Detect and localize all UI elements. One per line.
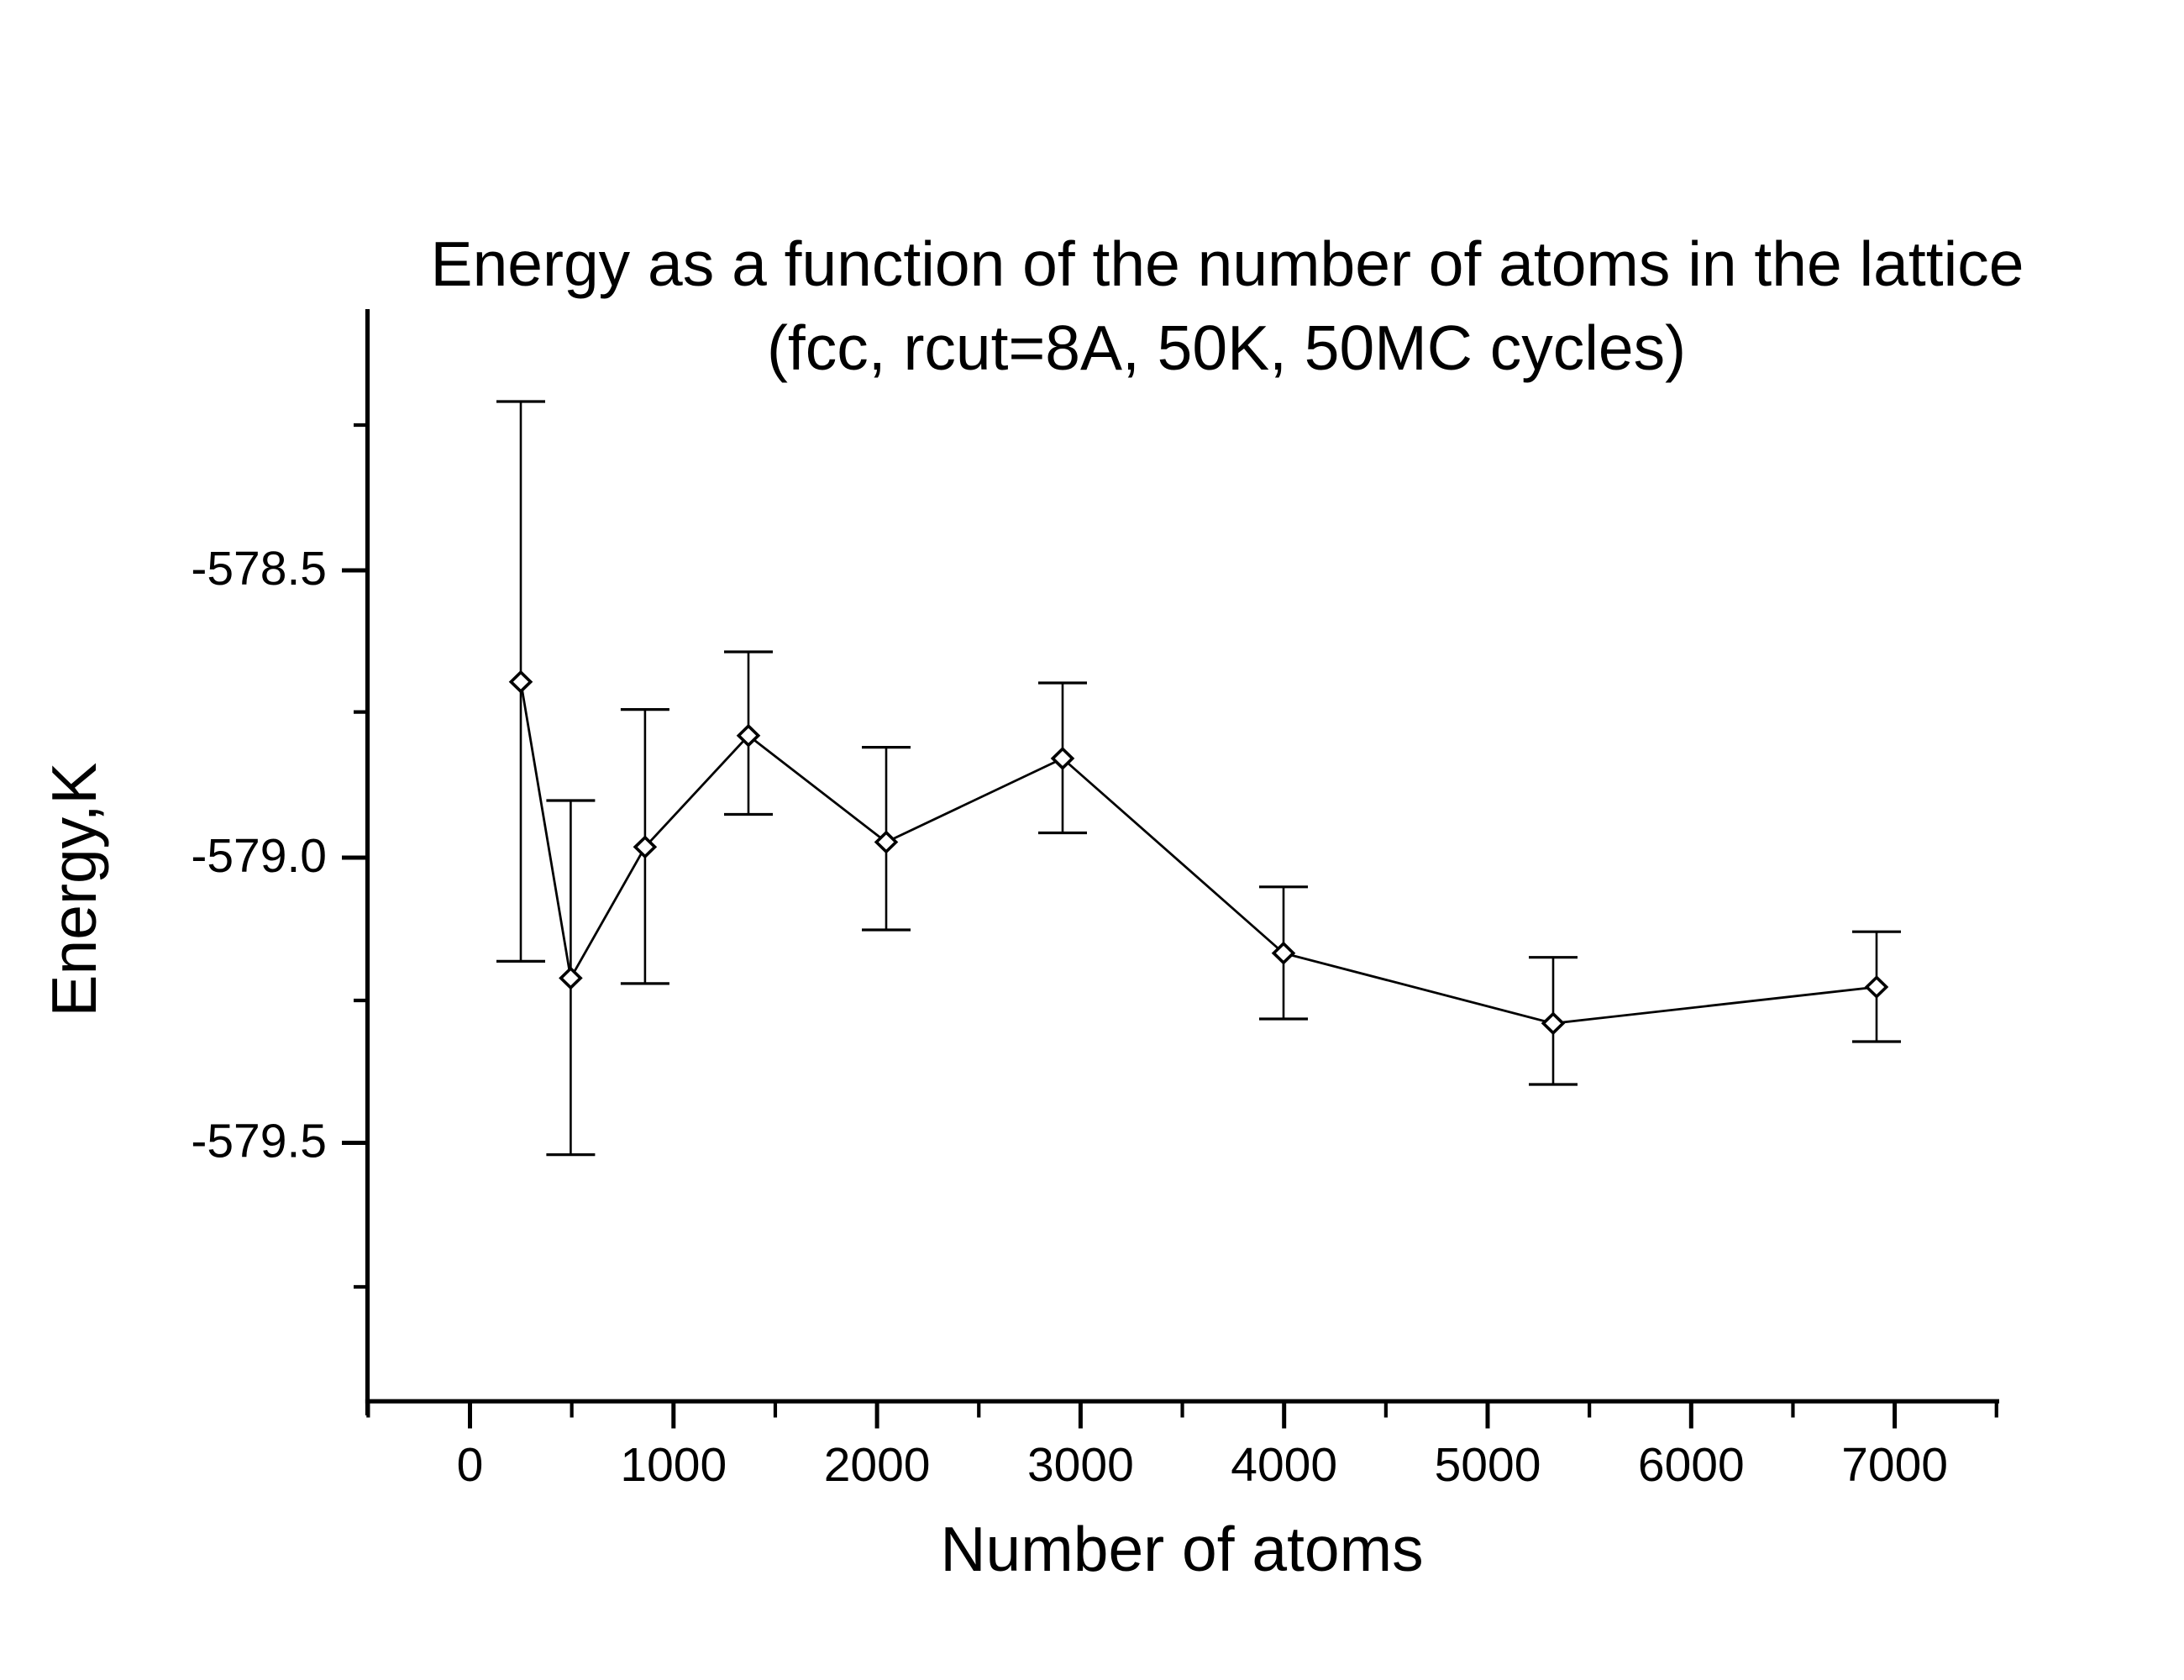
svg-text:-578.5: -578.5 — [191, 542, 327, 596]
svg-text:Number of atoms: Number of atoms — [940, 1514, 1423, 1584]
svg-text:5000: 5000 — [1435, 1438, 1541, 1492]
svg-text:Energy as a function of the nu: Energy as a function of the number of at… — [431, 228, 2024, 299]
svg-text:2000: 2000 — [824, 1438, 931, 1492]
svg-text:1000: 1000 — [620, 1438, 727, 1492]
svg-text:3000: 3000 — [1027, 1438, 1134, 1492]
svg-text:-579.5: -579.5 — [191, 1115, 327, 1168]
svg-text:-579.0: -579.0 — [191, 829, 327, 883]
svg-text:7000: 7000 — [1841, 1438, 1948, 1492]
svg-text:6000: 6000 — [1638, 1438, 1745, 1492]
svg-text:(fcc, rcut=8A, 50K, 50MC cycle: (fcc, rcut=8A, 50K, 50MC cycles) — [767, 312, 1686, 383]
svg-text:0: 0 — [457, 1438, 484, 1492]
svg-text:4000: 4000 — [1231, 1438, 1337, 1492]
svg-text:Energy,K: Energy,K — [39, 763, 109, 1017]
